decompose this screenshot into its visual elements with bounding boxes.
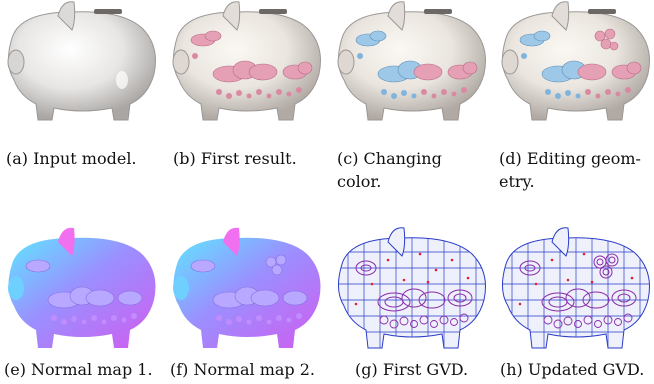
- caption-f: (f) Normal map 2.: [170, 358, 330, 381]
- caption-d-line1: (d) Editing geom-: [499, 149, 641, 168]
- normal-map-1: [8, 227, 156, 348]
- caption-f-text: (f) Normal map 2.: [170, 360, 315, 379]
- figure-c-image: [332, 0, 490, 122]
- caption-c: (c) Changing color.: [337, 147, 487, 193]
- caption-a: (a) Input model.: [6, 147, 156, 170]
- caption-b-text: (b) First result.: [173, 149, 297, 168]
- piggy-bank-plain: [7, 1, 156, 121]
- figure-f-image: [167, 224, 325, 350]
- figure-h-image: [496, 224, 654, 350]
- gvd-mesh-first: [338, 227, 486, 349]
- caption-e: (e) Normal map 1.: [4, 358, 164, 381]
- caption-g: (g) First GVD.: [355, 358, 495, 381]
- caption-g-text: (g) First GVD.: [355, 360, 469, 379]
- gvd-mesh-updated: [502, 227, 650, 349]
- figure-b-image: [167, 0, 325, 122]
- figure-g-image: [332, 224, 490, 350]
- caption-c-line2: color.: [337, 172, 382, 191]
- caption-d: (d) Editing geom- etry.: [499, 147, 649, 193]
- piggy-bank-pink-decals: [172, 1, 321, 121]
- figure-e-image: [2, 224, 160, 350]
- caption-c-line1: (c) Changing: [337, 149, 442, 168]
- figure-a-image: [2, 0, 160, 122]
- normal-map-2: [173, 227, 321, 348]
- piggy-bank-color-changed: [337, 1, 486, 121]
- caption-d-line2: etry.: [499, 172, 535, 191]
- caption-h-text: (h) Updated GVD.: [500, 360, 645, 379]
- caption-b: (b) First result.: [173, 147, 323, 170]
- figure-d-image: [496, 0, 654, 122]
- piggy-bank-geometry-edited: [501, 1, 650, 121]
- caption-a-text: (a) Input model.: [6, 149, 137, 168]
- caption-h: (h) Updated GVD.: [500, 358, 654, 381]
- caption-e-text: (e) Normal map 1.: [4, 360, 153, 379]
